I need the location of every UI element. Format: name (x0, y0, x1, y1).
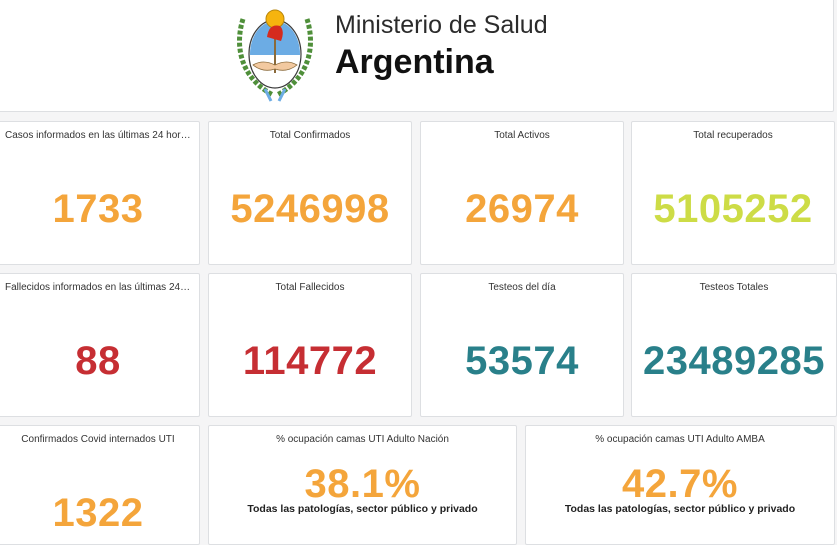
card-title: % ocupación camas UTI Adulto Nación (276, 434, 449, 445)
card-internados-uti: Confirmados Covid internados UTI 1322 (0, 425, 200, 545)
card-value: 114772 (242, 339, 378, 383)
card-value: 88 (75, 339, 121, 383)
card-total-confirmados: Total Confirmados 5246998 (208, 121, 412, 265)
argentina-coat-of-arms-icon (237, 9, 313, 102)
card-value: 5105252 (653, 187, 813, 231)
ministry-name: Ministerio de Salud (335, 11, 548, 39)
card-total-fallecidos: Total Fallecidos 114772 (208, 273, 412, 417)
card-value: 23489285 (643, 339, 825, 383)
card-title: Total recuperados (693, 130, 773, 141)
card-title: Confirmados Covid internados UTI (21, 434, 175, 445)
card-uti-nacion: % ocupación camas UTI Adulto Nación 38.1… (208, 425, 517, 545)
card-fallecidos-24h: Fallecidos informados en las últimas 24 … (0, 273, 200, 417)
card-total-recuperados: Total recuperados 5105252 (631, 121, 835, 265)
card-value: 5246998 (230, 187, 390, 231)
card-title: Testeos del día (488, 282, 556, 293)
card-value: 53574 (465, 339, 579, 383)
card-title: Casos informados en las últimas 24 horas (5, 130, 191, 141)
card-casos-24h: Casos informados en las últimas 24 horas… (0, 121, 200, 265)
card-testeos-dia: Testeos del día 53574 (420, 273, 624, 417)
country-name: Argentina (335, 43, 494, 81)
card-title: % ocupación camas UTI Adulto AMBA (595, 434, 765, 445)
card-total-activos: Total Activos 26974 (420, 121, 624, 265)
card-value: 1322 (52, 491, 144, 535)
card-value: 42.7% (622, 462, 738, 506)
card-subtitle: Todas las patologías, sector público y p… (247, 503, 478, 515)
card-uti-amba: % ocupación camas UTI Adulto AMBA 42.7% … (525, 425, 835, 545)
card-value: 38.1% (304, 462, 421, 506)
card-testeos-totales: Testeos Totales 23489285 (631, 273, 837, 417)
card-title: Total Confirmados (269, 130, 351, 141)
card-subtitle: Todas las patologías, sector público y p… (564, 503, 796, 515)
header-card: Ministerio de Salud Argentina (0, 0, 834, 112)
card-title: Testeos Totales (699, 282, 769, 293)
card-value: 26974 (465, 187, 579, 231)
card-title: Total Activos (494, 130, 550, 141)
card-title: Fallecidos informados en las últimas 24 … (5, 282, 191, 293)
card-value: 1733 (52, 187, 144, 231)
card-title: Total Fallecidos (275, 282, 345, 293)
